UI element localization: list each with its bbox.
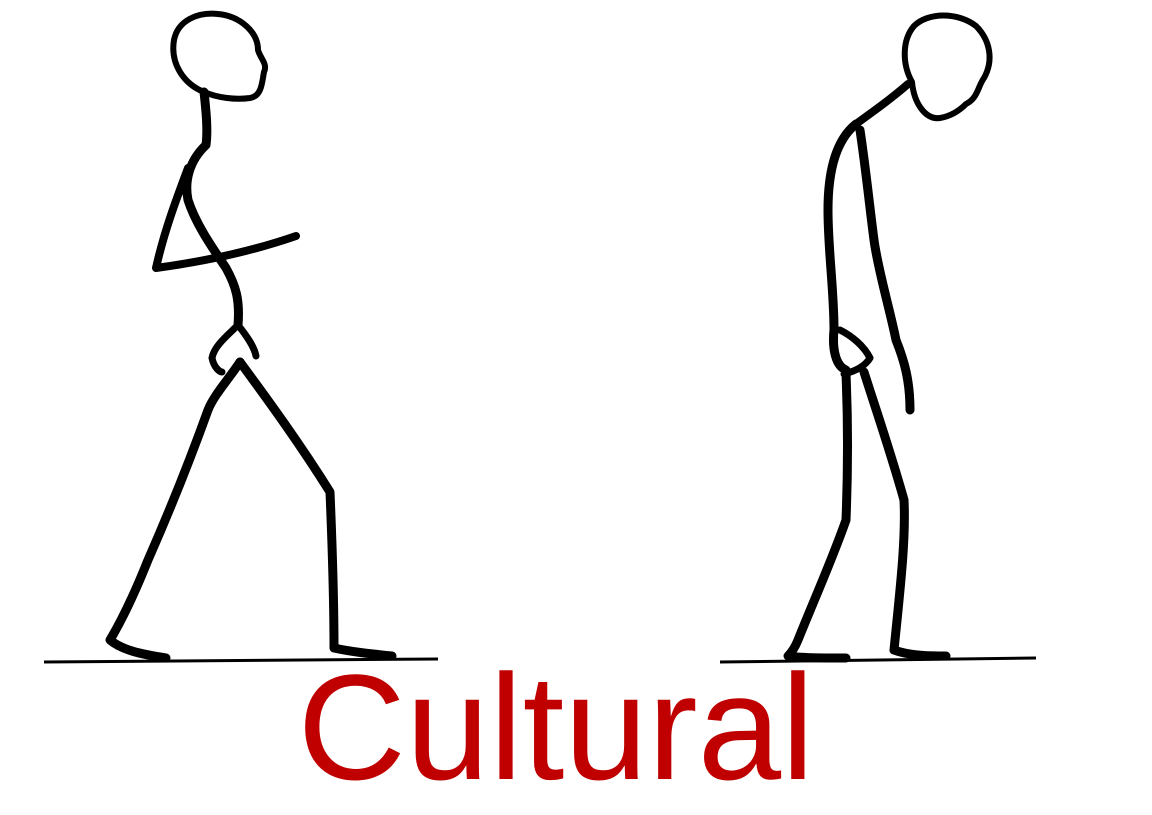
left-figure-head	[170, 10, 269, 102]
right-figure-back	[823, 119, 861, 375]
left-figure-back-leg	[105, 357, 245, 663]
dejected-walker-figure	[783, 12, 993, 663]
left-figure-spine	[182, 87, 243, 330]
right-figure-neck	[852, 80, 912, 128]
ground-line-left	[43, 657, 439, 664]
confident-walker-figure	[105, 10, 397, 663]
right-figure-back-leg	[783, 369, 852, 663]
right-figure-front-leg	[859, 367, 951, 661]
left-figure-front-leg	[235, 357, 397, 661]
caption-title: Cultural	[297, 643, 815, 811]
ground-line-right	[719, 656, 1037, 664]
left-figure-hand	[208, 321, 260, 376]
right-figure-arm	[855, 125, 915, 415]
left-figure-arm	[152, 164, 300, 272]
right-figure-hand	[836, 326, 874, 378]
right-figure-head	[901, 12, 993, 122]
